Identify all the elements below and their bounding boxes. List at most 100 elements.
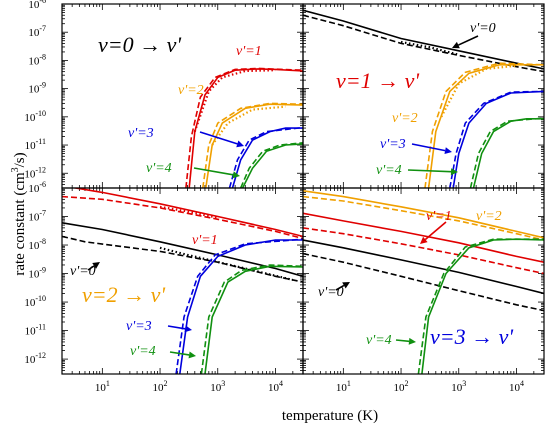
series-top-right-1-solid [427, 64, 544, 188]
panel-title-bottom-left: v=2 → v' [82, 282, 165, 307]
label-tr-v3: v'=3 [380, 137, 406, 152]
y-axis-label-tail: /s) [12, 152, 28, 167]
series-bottom-left-2-solid [179, 239, 303, 374]
y-tick-label-bottom-left: 10-12 [24, 351, 46, 366]
series-top-right-0-dotted [400, 40, 460, 56]
x-tick-label-bottom-left: 101 [95, 379, 110, 394]
label-tl-v4: v'=4 [146, 161, 172, 176]
series-group-bottom-left [62, 188, 303, 374]
series-bottom-left-3-solid [204, 265, 303, 374]
series-group-top-right [303, 9, 544, 188]
series-top-left-1-dotted [211, 105, 286, 146]
frame-top-right [302, 3, 545, 189]
series-top-left-1-solid [205, 103, 303, 188]
y-tick-label-bottom-left: 10-7 [28, 209, 46, 224]
label-tr-v2: v'=2 [392, 111, 418, 126]
x-tick-label-bottom-left: 102 [153, 379, 168, 394]
arrow-6 [167, 325, 186, 330]
arrow-head-9 [342, 282, 350, 289]
series-top-right-1-dotted [440, 64, 517, 118]
label-tl-v2: v'=2 [178, 83, 204, 98]
arrow-head-0 [236, 140, 244, 148]
y-tick-label-bottom-left: 10-8 [28, 237, 46, 252]
series-bottom-left-0-solid [70, 188, 303, 238]
arrow-head-2 [452, 41, 460, 49]
arrow-head-5 [92, 262, 100, 269]
series-top-left-2-dashed [228, 126, 303, 188]
series-top-right-1-dashed [424, 62, 544, 188]
x-tick-label-bottom-right: 102 [394, 379, 409, 394]
x-tick-label-bottom-right: 103 [451, 379, 466, 394]
arrow-3 [411, 143, 446, 152]
arrow-head-4 [450, 168, 458, 176]
series-bottom-right-1-dashed [303, 227, 544, 275]
label-tr-v4: v'=4 [376, 163, 402, 178]
y-tick-label-top-left: 10-11 [25, 137, 46, 152]
arrow-head-8 [420, 236, 428, 244]
label-tl-v3: v'=3 [128, 126, 154, 141]
series-bottom-right-0-dashed [303, 195, 544, 241]
x-axis-label: temperature (K) [282, 408, 378, 424]
frame-bottom-right [302, 187, 545, 375]
label-br-v2: v'=2 [476, 209, 502, 224]
label-br-v1: v'=1 [426, 209, 452, 224]
panel-top-right [302, 3, 545, 189]
series-top-left-3-solid [241, 143, 303, 188]
y-axis-label-main: rate constant (cm [12, 172, 28, 276]
arrow-9 [335, 284, 345, 291]
series-bottom-right-2-dashed [303, 252, 544, 312]
panel-top-left [61, 3, 304, 189]
series-bottom-left-0-dotted [159, 205, 219, 219]
series-bottom-left-2-dashed [175, 238, 303, 374]
arrow-7 [169, 351, 190, 356]
y-axis-label-sup: 3 [10, 167, 21, 172]
panels-group: 101 102 103 104 101 102 103 104 10-6 10-7 10-8 10-9… [24, 0, 545, 394]
series-group-bottom-right [303, 190, 544, 374]
label-tr-v0: v'=0 [470, 21, 496, 36]
series-bottom-left-0-dashed [62, 195, 303, 240]
arrow-2 [458, 35, 479, 46]
series-bottom-right-2-solid [303, 239, 544, 295]
in-panel-labels: v=0 → v' v=1 → v' v=2 → v' v=3 → v' v'=1… [70, 21, 513, 359]
label-bl-v4: v'=4 [130, 344, 156, 359]
series-group-top-left [185, 67, 303, 188]
arrow-4 [407, 169, 452, 173]
arrow-head-1 [232, 171, 240, 179]
label-bl-v1: v'=1 [192, 233, 218, 248]
series-top-left-1-dashed [202, 102, 303, 188]
panel-title-bottom-right: v=3 → v' [430, 324, 513, 349]
panel-bottom-left [61, 187, 304, 375]
arrow-head-6 [184, 325, 192, 333]
y-tick-label-top-left: 10-10 [24, 109, 46, 124]
x-tick-label-bottom-left: 103 [210, 379, 225, 394]
series-top-right-0-dashed [303, 14, 544, 73]
x-tick-label-bottom-left: 104 [268, 379, 283, 394]
arrow-head-7 [188, 351, 196, 359]
y-tick-label-top-left: 10-6 [28, 0, 46, 11]
series-top-right-0-solid [303, 9, 544, 70]
panel-title-top-left: v=0 → v' [98, 32, 181, 57]
arrow-1 [193, 167, 234, 176]
arrow-head-3 [444, 147, 452, 155]
series-top-right-3-dashed [469, 117, 544, 188]
y-tick-label-bottom-left: 10-9 [28, 266, 46, 281]
series-bottom-left-1-dotted [159, 246, 294, 281]
y-tick-label-bottom-left: 10-6 [28, 180, 46, 195]
label-bl-v0: v'=0 [70, 264, 96, 279]
series-top-right-2-solid [452, 90, 544, 188]
series-top-right-3-solid [472, 118, 544, 188]
label-bl-v3: v'=3 [126, 319, 152, 334]
series-top-left-0-dotted [193, 69, 276, 132]
series-bottom-right-0-solid [303, 190, 544, 239]
y-tick-label-top-left: 10-7 [28, 24, 46, 39]
arrow-10 [395, 339, 410, 343]
series-bottom-right-1-solid [303, 212, 544, 263]
y-axis-label: rate constant (cm3/s) [10, 152, 28, 275]
series-bottom-right-3-dashed [417, 238, 544, 374]
label-br-v4: v'=4 [366, 333, 392, 348]
arrow-head-10 [408, 337, 416, 345]
frame-bottom-left [61, 187, 304, 375]
label-tl-v1: v'=1 [236, 44, 262, 59]
arrow-0 [199, 131, 238, 145]
